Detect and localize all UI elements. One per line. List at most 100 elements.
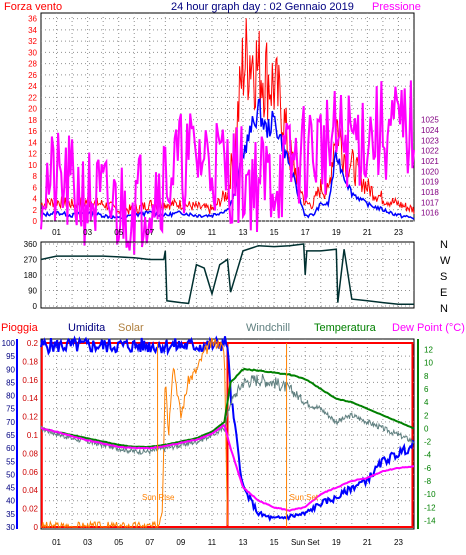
wind-tick-label: 28 [28, 60, 37, 69]
pressure-tick-label: 1017 [421, 198, 439, 207]
wind-tick-label: 18 [28, 116, 37, 125]
humidity-tick-label: 100 [2, 339, 16, 348]
pressure-tick-label: 1024 [421, 126, 439, 135]
pressure-tick-label: 1016 [421, 209, 439, 218]
humidity-tick-label: 70 [6, 418, 15, 427]
humidity-tick-label: 55 [6, 457, 15, 466]
x-tick-label: 05 [114, 228, 123, 237]
rain-tick-label: 0.18 [22, 357, 38, 366]
temp-tick-label: -14 [424, 516, 436, 525]
compass-label: W [440, 255, 451, 267]
rain-tick-label: 0.02 [22, 505, 38, 514]
dewpoint-axis-title: Dew Point (°C) [392, 322, 465, 334]
x-tick-label: 05 [114, 538, 123, 547]
humidity-tick-label: 60 [6, 444, 15, 453]
sunset-label: Sun Set [290, 493, 319, 502]
temp-tick-label: 12 [424, 346, 433, 355]
rain-tick-label: 0 [34, 523, 39, 532]
wind-tick-label: 10 [28, 161, 37, 170]
temp-tick-label: -4 [424, 451, 432, 460]
direction-tick-label: 90 [28, 287, 37, 296]
solar-axis-title: Solar [118, 322, 144, 334]
x-tick-label: 17 [301, 228, 310, 237]
wind-tick-label: 8 [33, 172, 38, 181]
wind-tick-label: 20 [28, 105, 37, 114]
temp-tick-label: 2 [424, 411, 429, 420]
compass-label: E [440, 287, 447, 299]
direction-tick-label: 360 [24, 240, 38, 249]
pressure-tick-label: 1019 [421, 178, 439, 187]
x-tick-label: 03 [83, 228, 92, 237]
wind-tick-label: 2 [33, 206, 38, 215]
rain-tick-label: 0.14 [22, 394, 38, 403]
humidity-tick-label: 75 [6, 405, 15, 414]
humidity-tick-label: 40 [6, 497, 15, 506]
temp-tick-label: 6 [424, 385, 429, 394]
direction-tick-label: 0 [33, 302, 38, 311]
humidity-tick-label: 45 [6, 484, 15, 493]
wind-tick-label: 6 [33, 183, 38, 192]
x-tick-label: Sun Set [291, 538, 320, 547]
rain-tick-label: 0.12 [22, 413, 38, 422]
series-wind-average [40, 98, 415, 220]
series-pressure [40, 80, 415, 255]
temp-tick-label: 8 [424, 372, 429, 381]
rain-axis-title: Pioggia [1, 322, 39, 334]
humidity-tick-label: 85 [6, 378, 15, 387]
humidity-tick-label: 50 [6, 470, 15, 479]
x-tick-label: 07 [145, 228, 154, 237]
pressure-tick-label: 1020 [421, 167, 439, 176]
humidity-tick-label: 90 [6, 365, 15, 374]
rain-tick-label: 0.04 [22, 486, 38, 495]
series-wind-speed [40, 18, 415, 216]
temp-tick-label: -12 [424, 503, 436, 512]
series-wind-direction [40, 243, 414, 306]
x-tick-label: 01 [52, 538, 61, 547]
pressure-tick-label: 1022 [421, 147, 439, 156]
x-tick-label: 19 [332, 228, 341, 237]
right-axis-title: Pressione [372, 1, 421, 13]
temperature-axis-title: Temperatura [314, 322, 377, 334]
compass-label: N [440, 303, 448, 315]
humidity-tick-label: 95 [6, 352, 15, 361]
humidity-tick-label: 35 [6, 510, 15, 519]
temp-tick-label: -6 [424, 464, 432, 473]
wind-tick-label: 24 [28, 82, 37, 91]
x-tick-label: 19 [332, 538, 341, 547]
wind-tick-label: 0 [33, 217, 38, 226]
humidity-axis-title: Umidita [68, 322, 106, 334]
series-temperature [40, 367, 415, 448]
temp-tick-label: 10 [424, 359, 433, 368]
direction-tick-label: 180 [24, 271, 38, 280]
x-tick-label: 11 [208, 228, 217, 237]
temp-tick-label: 0 [424, 424, 429, 433]
chart-title: 24 hour graph day : 02 Gennaio 2019 [171, 1, 354, 13]
x-tick-label: 03 [83, 538, 92, 547]
left-axis-title: Forza vento [4, 1, 62, 13]
wind-tick-label: 26 [28, 71, 37, 80]
wind-tick-label: 12 [28, 150, 37, 159]
pressure-tick-label: 1023 [421, 136, 439, 145]
compass-label: S [440, 271, 447, 283]
rain-tick-label: 0.16 [22, 376, 38, 385]
x-tick-label: 01 [52, 228, 61, 237]
compass-label: N [440, 239, 448, 251]
rain-tick-label: 0.06 [22, 468, 38, 477]
x-tick-label: 13 [239, 538, 248, 547]
wind-tick-label: 16 [28, 127, 37, 136]
sunrise-label: Sun Rise [142, 493, 175, 502]
wind-tick-label: 32 [28, 37, 37, 46]
temp-tick-label: -2 [424, 438, 432, 447]
wind-tick-label: 4 [33, 195, 38, 204]
x-tick-label: 09 [176, 538, 185, 547]
temp-tick-label: -8 [424, 477, 432, 486]
series-humidity [40, 335, 415, 522]
humidity-tick-label: 80 [6, 392, 15, 401]
windchill-axis-title: Windchill [246, 322, 290, 334]
x-tick-label: 23 [394, 538, 403, 547]
x-tick-label: 15 [270, 538, 279, 547]
rain-tick-label: 0.08 [22, 449, 38, 458]
humidity-tick-label: 30 [6, 523, 15, 532]
series-dew-point [40, 423, 414, 512]
